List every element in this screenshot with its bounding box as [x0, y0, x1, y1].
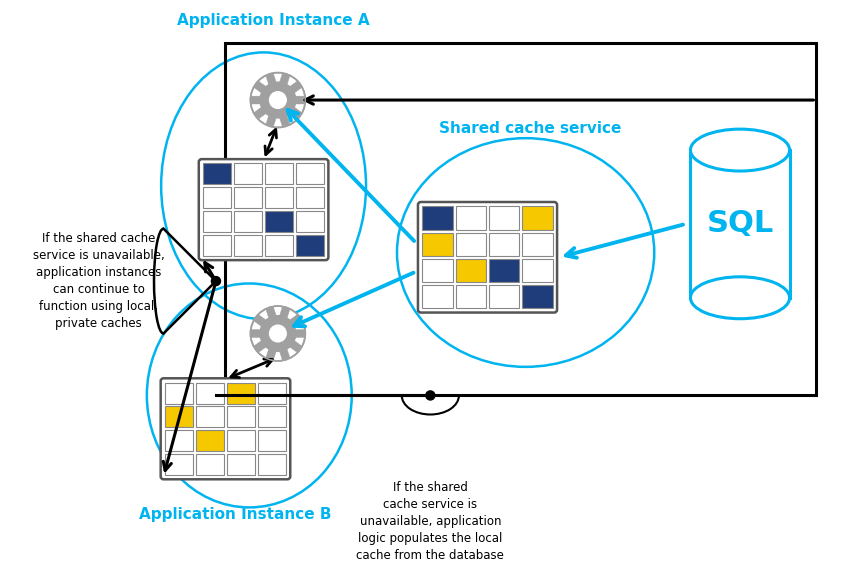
Bar [203, 187, 231, 208]
Ellipse shape [690, 129, 789, 171]
Bar [522, 232, 552, 256]
FancyBboxPatch shape [254, 107, 266, 119]
FancyBboxPatch shape [266, 115, 276, 126]
Text: If the shared cache
service is unavailable,
application instances
can continue t: If the shared cache service is unavailab… [33, 232, 164, 330]
Bar [488, 232, 519, 256]
Bar [164, 454, 193, 475]
Bar [488, 259, 519, 282]
Bar [488, 285, 519, 308]
FancyBboxPatch shape [289, 107, 301, 119]
Bar [164, 407, 193, 427]
Bar [422, 259, 452, 282]
Bar [226, 454, 255, 475]
FancyBboxPatch shape [279, 348, 289, 360]
Circle shape [260, 82, 295, 118]
FancyBboxPatch shape [254, 315, 266, 327]
Bar [203, 235, 231, 256]
FancyBboxPatch shape [289, 340, 301, 352]
Bar [488, 206, 519, 229]
FancyBboxPatch shape [279, 74, 289, 85]
Bar [264, 187, 293, 208]
Bar [455, 259, 486, 282]
Bar [522, 285, 552, 308]
Text: SQL: SQL [705, 209, 772, 239]
Bar [295, 187, 324, 208]
Bar [522, 206, 552, 229]
Bar [455, 285, 486, 308]
Circle shape [251, 306, 305, 361]
FancyBboxPatch shape [266, 74, 276, 85]
Text: Application Instance A: Application Instance A [177, 13, 369, 29]
FancyBboxPatch shape [289, 315, 301, 327]
Bar [422, 285, 452, 308]
FancyBboxPatch shape [251, 329, 261, 338]
Text: If the shared
cache service is
unavailable, application
logic populates the loca: If the shared cache service is unavailab… [356, 481, 504, 562]
FancyBboxPatch shape [251, 96, 261, 104]
FancyBboxPatch shape [254, 81, 266, 93]
FancyBboxPatch shape [418, 202, 556, 313]
Circle shape [260, 316, 295, 351]
Circle shape [269, 325, 286, 342]
Bar [522, 259, 552, 282]
Bar [455, 232, 486, 256]
Ellipse shape [690, 277, 789, 319]
FancyBboxPatch shape [266, 348, 276, 360]
Bar [264, 235, 293, 256]
FancyBboxPatch shape [289, 81, 301, 93]
Bar [195, 382, 224, 404]
Bar [295, 211, 324, 232]
Text: Application Instance B: Application Instance B [139, 507, 331, 522]
Circle shape [269, 92, 286, 109]
Bar [257, 454, 286, 475]
Bar [257, 430, 286, 451]
FancyBboxPatch shape [266, 307, 276, 319]
FancyBboxPatch shape [254, 340, 266, 352]
FancyBboxPatch shape [199, 159, 328, 260]
Bar [257, 382, 286, 404]
Bar [690, 150, 789, 298]
Bar [226, 407, 255, 427]
Bar [195, 407, 224, 427]
Bar [295, 235, 324, 256]
Bar [422, 232, 452, 256]
Bar [226, 43, 815, 396]
Bar [264, 211, 293, 232]
Bar [295, 163, 324, 185]
Bar [203, 163, 231, 185]
Bar [234, 235, 262, 256]
FancyBboxPatch shape [279, 307, 289, 319]
Bar [234, 163, 262, 185]
Bar [164, 430, 193, 451]
Bar [203, 211, 231, 232]
Circle shape [210, 276, 221, 286]
Bar [164, 382, 193, 404]
Bar [234, 187, 262, 208]
Circle shape [424, 390, 435, 401]
Bar [195, 454, 224, 475]
Bar [257, 407, 286, 427]
FancyBboxPatch shape [294, 96, 305, 104]
Bar [226, 382, 255, 404]
FancyBboxPatch shape [279, 115, 289, 126]
Bar [264, 163, 293, 185]
Circle shape [251, 72, 305, 128]
Bar [234, 211, 262, 232]
Bar [195, 430, 224, 451]
FancyBboxPatch shape [160, 378, 290, 480]
Bar [226, 430, 255, 451]
FancyBboxPatch shape [294, 329, 305, 338]
Bar [422, 206, 452, 229]
Bar [455, 206, 486, 229]
Text: Shared cache service: Shared cache service [439, 121, 621, 136]
